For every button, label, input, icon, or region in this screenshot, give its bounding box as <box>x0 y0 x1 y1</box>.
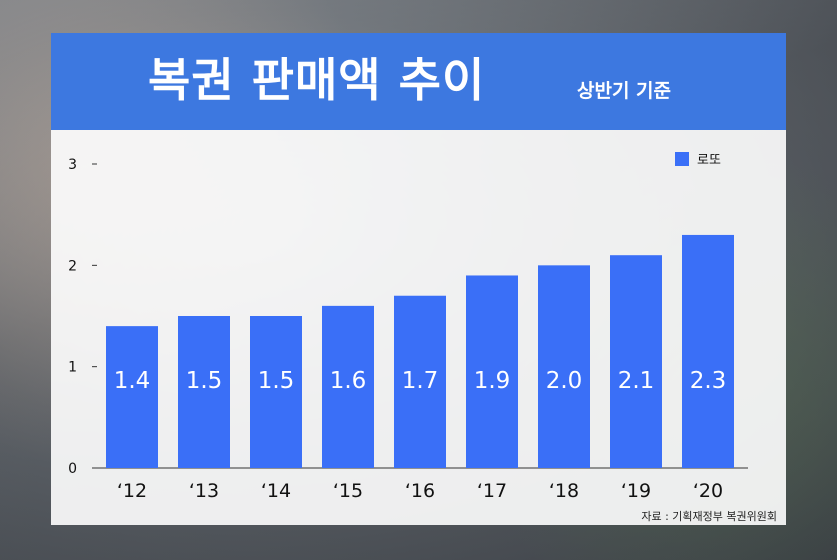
x-tick-label: ‘17 <box>477 480 507 502</box>
data-label: 2.1 <box>618 368 655 394</box>
chart-subtitle: 상반기 기준 <box>577 80 672 102</box>
chart-title: 복권 판매액 추이 <box>148 53 486 107</box>
title-banner <box>51 33 786 130</box>
data-label: 2.3 <box>690 368 727 394</box>
x-tick-label: ‘14 <box>261 480 291 502</box>
bar <box>610 255 662 468</box>
bar <box>322 305 374 468</box>
x-tick-label: ‘20 <box>693 480 723 502</box>
bar <box>466 275 518 468</box>
legend-swatch <box>675 152 689 166</box>
source-note: 자료 : 기획재정부 복권위원회 <box>641 510 777 523</box>
x-tick-label: ‘15 <box>333 480 363 502</box>
data-label: 1.5 <box>258 368 295 394</box>
data-label: 1.6 <box>330 368 367 394</box>
x-tick-label: ‘16 <box>405 480 435 502</box>
data-label: 1.9 <box>474 368 511 394</box>
data-label: 1.4 <box>114 368 151 394</box>
y-tick-label: 3 <box>68 157 77 173</box>
data-label: 2.0 <box>546 368 583 394</box>
x-tick-label: ‘19 <box>621 480 651 502</box>
bar <box>538 265 590 468</box>
data-label: 1.7 <box>402 368 439 394</box>
bar <box>682 234 734 468</box>
y-tick-label: 1 <box>68 360 77 376</box>
data-label: 1.5 <box>186 368 223 394</box>
bar <box>394 295 446 468</box>
legend-label: 로또 <box>697 153 721 168</box>
x-tick-label: ‘13 <box>189 480 219 502</box>
x-tick-label: ‘18 <box>549 480 579 502</box>
bar <box>178 316 230 468</box>
bar <box>250 316 302 468</box>
y-tick-label: 2 <box>68 258 77 274</box>
bar <box>106 326 158 468</box>
y-tick-label: 0 <box>68 461 77 477</box>
x-tick-label: ‘12 <box>117 480 147 502</box>
